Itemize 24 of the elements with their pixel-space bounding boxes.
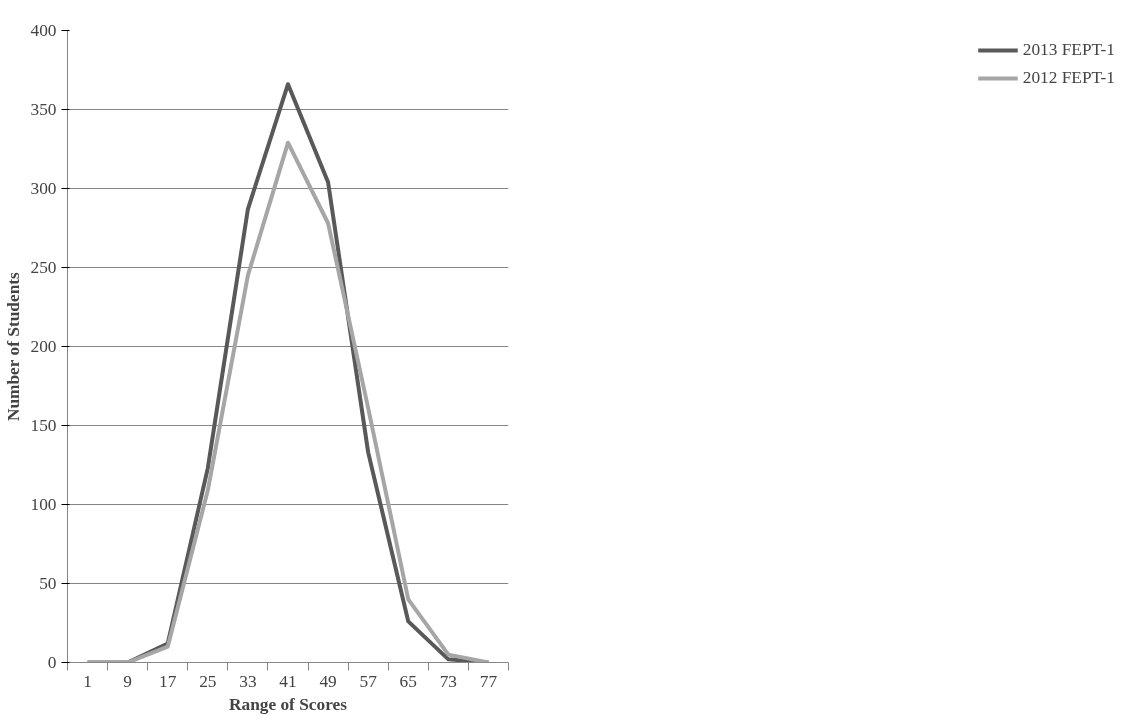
y-tick-label: 100 [30,495,57,514]
legend-label: 2013 FEPT-1 [1022,40,1115,60]
y-tick-label: 300 [30,179,57,198]
x-tick-label: 73 [439,671,458,691]
x-tick-label: 65 [399,671,417,691]
y-tick-label: 400 [30,21,57,40]
x-tick-label: 1 [83,671,92,691]
y-tick-label: 350 [30,100,57,119]
y-tick-label: 50 [39,574,57,593]
x-tick-label: 41 [279,671,297,691]
x-tick-label: 9 [123,671,132,691]
x-tick-label: 33 [239,671,257,691]
y-tick-label: 0 [47,653,57,672]
y-tick-label: 200 [30,337,57,356]
y-tick-label: 150 [30,416,57,435]
x-tick-label: 25 [199,671,217,691]
x-tick-label: 57 [359,671,378,691]
y-tick-label: 250 [30,258,57,277]
x-tick-label: 49 [319,671,337,691]
x-tick-label: 77 [479,671,498,691]
legend-label: 2012 FEPT-1 [1022,68,1115,88]
x-axis-title: Range of Scores [228,694,348,714]
x-tick-label: 17 [159,671,177,691]
y-axis-title: Number of Students [3,271,23,422]
